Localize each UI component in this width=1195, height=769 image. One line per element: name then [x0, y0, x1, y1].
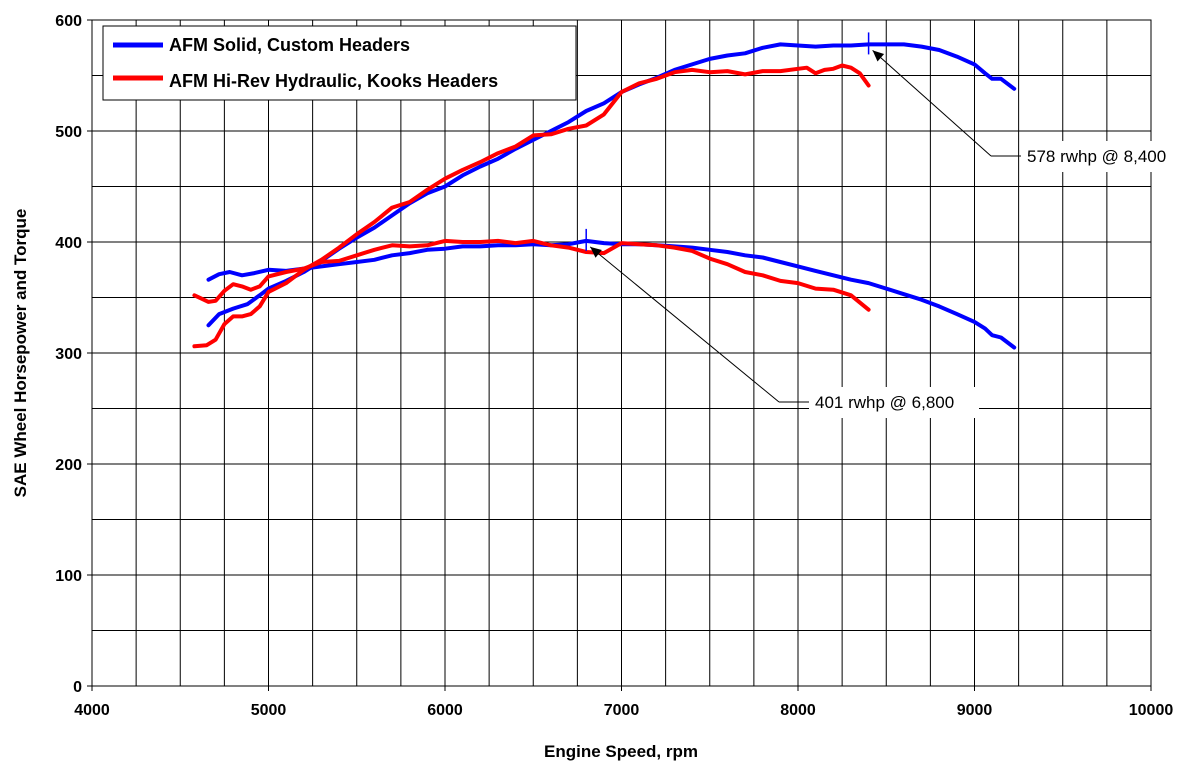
- y-tick-label: 500: [55, 124, 82, 141]
- x-tick-label: 9000: [957, 702, 993, 719]
- y-tick-label: 100: [55, 568, 82, 585]
- annotation-arrowhead: [872, 50, 885, 62]
- series-red-power-line: [192, 63, 871, 349]
- grid: [92, 20, 1151, 686]
- x-tick-label: 6000: [427, 702, 463, 719]
- series-blue-torque-line: [206, 238, 1017, 350]
- series-layer: [192, 42, 1017, 350]
- legend-label-red: AFM Hi-Rev Hydraulic, Kooks Headers: [169, 71, 498, 91]
- annotation-label: 401 rwhp @ 6,800: [815, 393, 954, 412]
- x-tick-label: 10000: [1129, 702, 1174, 719]
- legend: AFM Solid, Custom Headers AFM Hi-Rev Hyd…: [102, 25, 577, 101]
- x-axis-title: Engine Speed, rpm: [544, 742, 698, 761]
- series-red-torque-line: [192, 238, 871, 312]
- x-tick-label: 5000: [251, 702, 287, 719]
- annotation-label: 578 rwhp @ 8,400: [1027, 147, 1166, 166]
- legend-box: [102, 25, 577, 101]
- annotation-leader: [589, 246, 780, 403]
- y-tick-label: 300: [55, 346, 82, 363]
- annotation-box: [1021, 141, 1191, 172]
- annotations: 578 rwhp @ 8,400 401 rwhp @ 6,800: [585, 32, 1191, 418]
- x-tick-label: 8000: [780, 702, 816, 719]
- x-tick-label: 4000: [74, 702, 110, 719]
- annotation-box: [809, 387, 979, 418]
- x-tick-label: 7000: [604, 702, 640, 719]
- y-tick-label: 600: [55, 13, 82, 30]
- y-tick-label: 200: [55, 457, 82, 474]
- annotation-leader: [872, 50, 992, 157]
- x-ticks: 4000 5000 6000 7000 8000 9000 10000: [74, 686, 1173, 719]
- y-ticks: 0 100 200 300 400 500 600: [55, 13, 92, 696]
- legend-label-blue: AFM Solid, Custom Headers: [169, 35, 410, 55]
- y-axis-title: SAE Wheel Horsepower and Torque: [11, 209, 30, 498]
- annotation-arrowhead: [590, 246, 602, 258]
- y-tick-label: 400: [55, 235, 82, 252]
- y-tick-label: 0: [73, 679, 82, 696]
